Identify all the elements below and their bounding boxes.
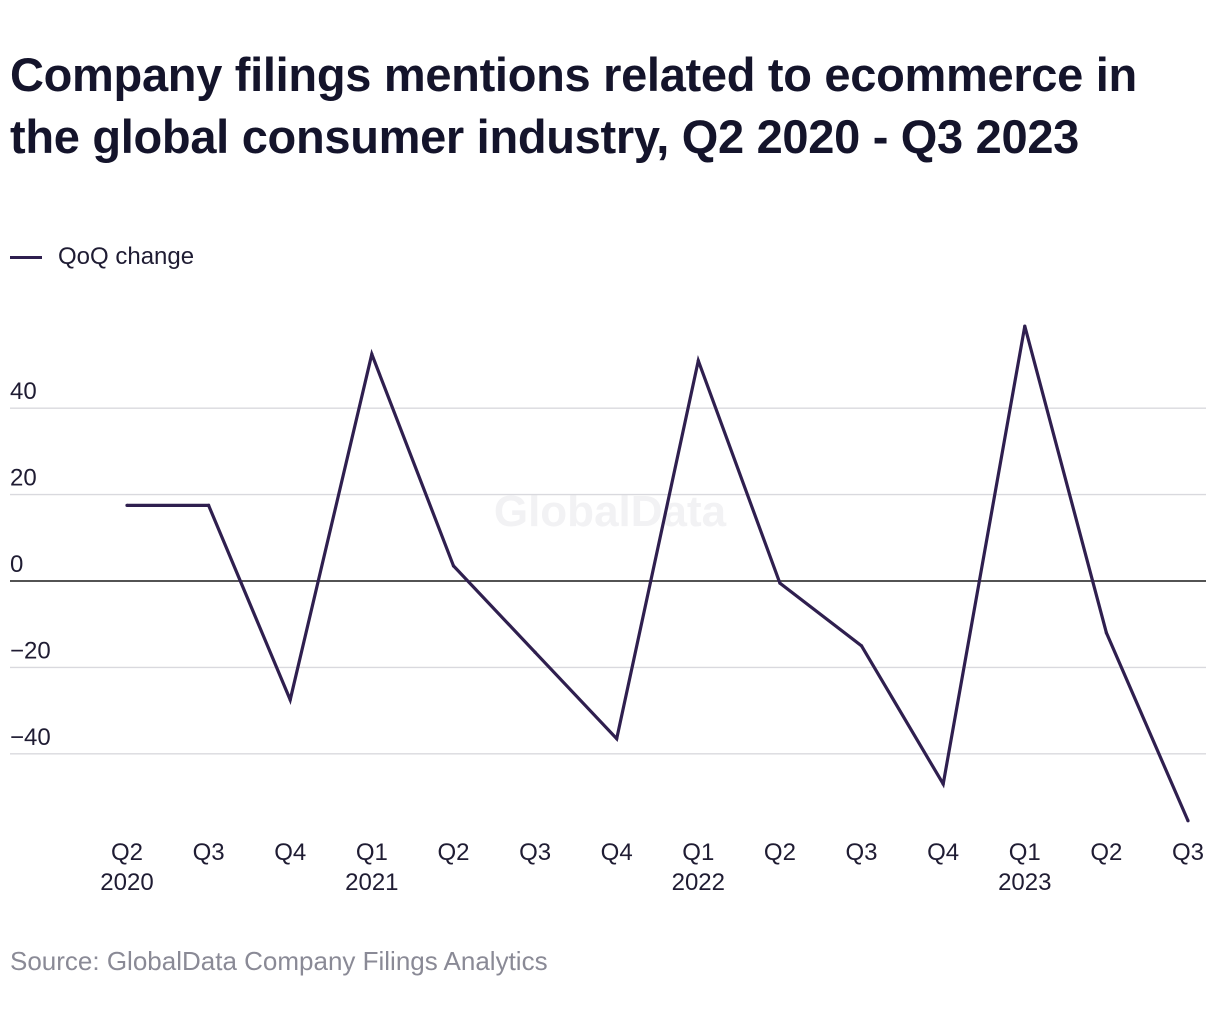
y-tick-label: 40 [10, 378, 37, 405]
gridlines [10, 407, 1206, 755]
legend-label: QoQ change [58, 243, 195, 270]
x-tick-year-label: 2020 [100, 869, 153, 896]
x-tick-label: Q2 [111, 839, 143, 866]
y-tick-label: −20 [10, 637, 51, 664]
data-point [778, 581, 782, 585]
data-point [1104, 631, 1108, 635]
x-axis-ticks: Q2 2020 Q3 Q4 Q1 2021 Q2 Q3 Q4 Q1 2022 Q2 Q3 Q4 Q1 2023… [100, 839, 1204, 896]
y-tick-label: 20 [10, 465, 37, 492]
data-point [370, 352, 374, 356]
x-tick-label: Q2 [764, 839, 796, 866]
source-note: Source: GlobalData Company Filings Analy… [10, 946, 548, 976]
x-tick-year-label: 2021 [345, 869, 398, 896]
y-axis-ticks: 40 20 0 −20 −40 [10, 378, 51, 751]
data-point [207, 503, 211, 507]
x-tick-label: Q2 [437, 839, 469, 866]
data-point [125, 503, 129, 507]
legend: QoQ change [10, 242, 194, 272]
data-point [288, 698, 292, 702]
series-layer [125, 324, 1190, 823]
data-point [1186, 819, 1190, 823]
x-tick-label: Q1 [356, 839, 388, 866]
data-point [859, 644, 864, 648]
x-tick-label: Q4 [927, 839, 959, 866]
data-point [696, 359, 700, 363]
x-tick-label: Q2 [1090, 839, 1122, 866]
x-tick-year-label: 2023 [998, 869, 1051, 896]
data-point [941, 782, 945, 786]
data-point [533, 650, 537, 654]
x-tick-year-label: 2022 [672, 869, 725, 896]
data-point [615, 737, 619, 741]
chart-title: Company filings mentions related to ecom… [10, 48, 1137, 163]
data-point [1023, 324, 1027, 328]
series-line [127, 325, 1190, 822]
x-tick-label: Q1 [1009, 839, 1041, 866]
legend-swatch [10, 255, 42, 259]
x-tick-label: Q3 [519, 839, 551, 866]
x-tick-label: Q1 [682, 839, 714, 866]
data-point [451, 564, 456, 568]
y-tick-label: 0 [10, 551, 23, 578]
x-tick-label: Q3 [193, 839, 225, 866]
x-tick-label: Q3 [1172, 839, 1204, 866]
y-tick-label: −40 [10, 724, 51, 751]
x-tick-label: Q4 [601, 839, 633, 866]
x-tick-label: Q4 [274, 839, 306, 866]
x-tick-label: Q3 [846, 839, 878, 866]
